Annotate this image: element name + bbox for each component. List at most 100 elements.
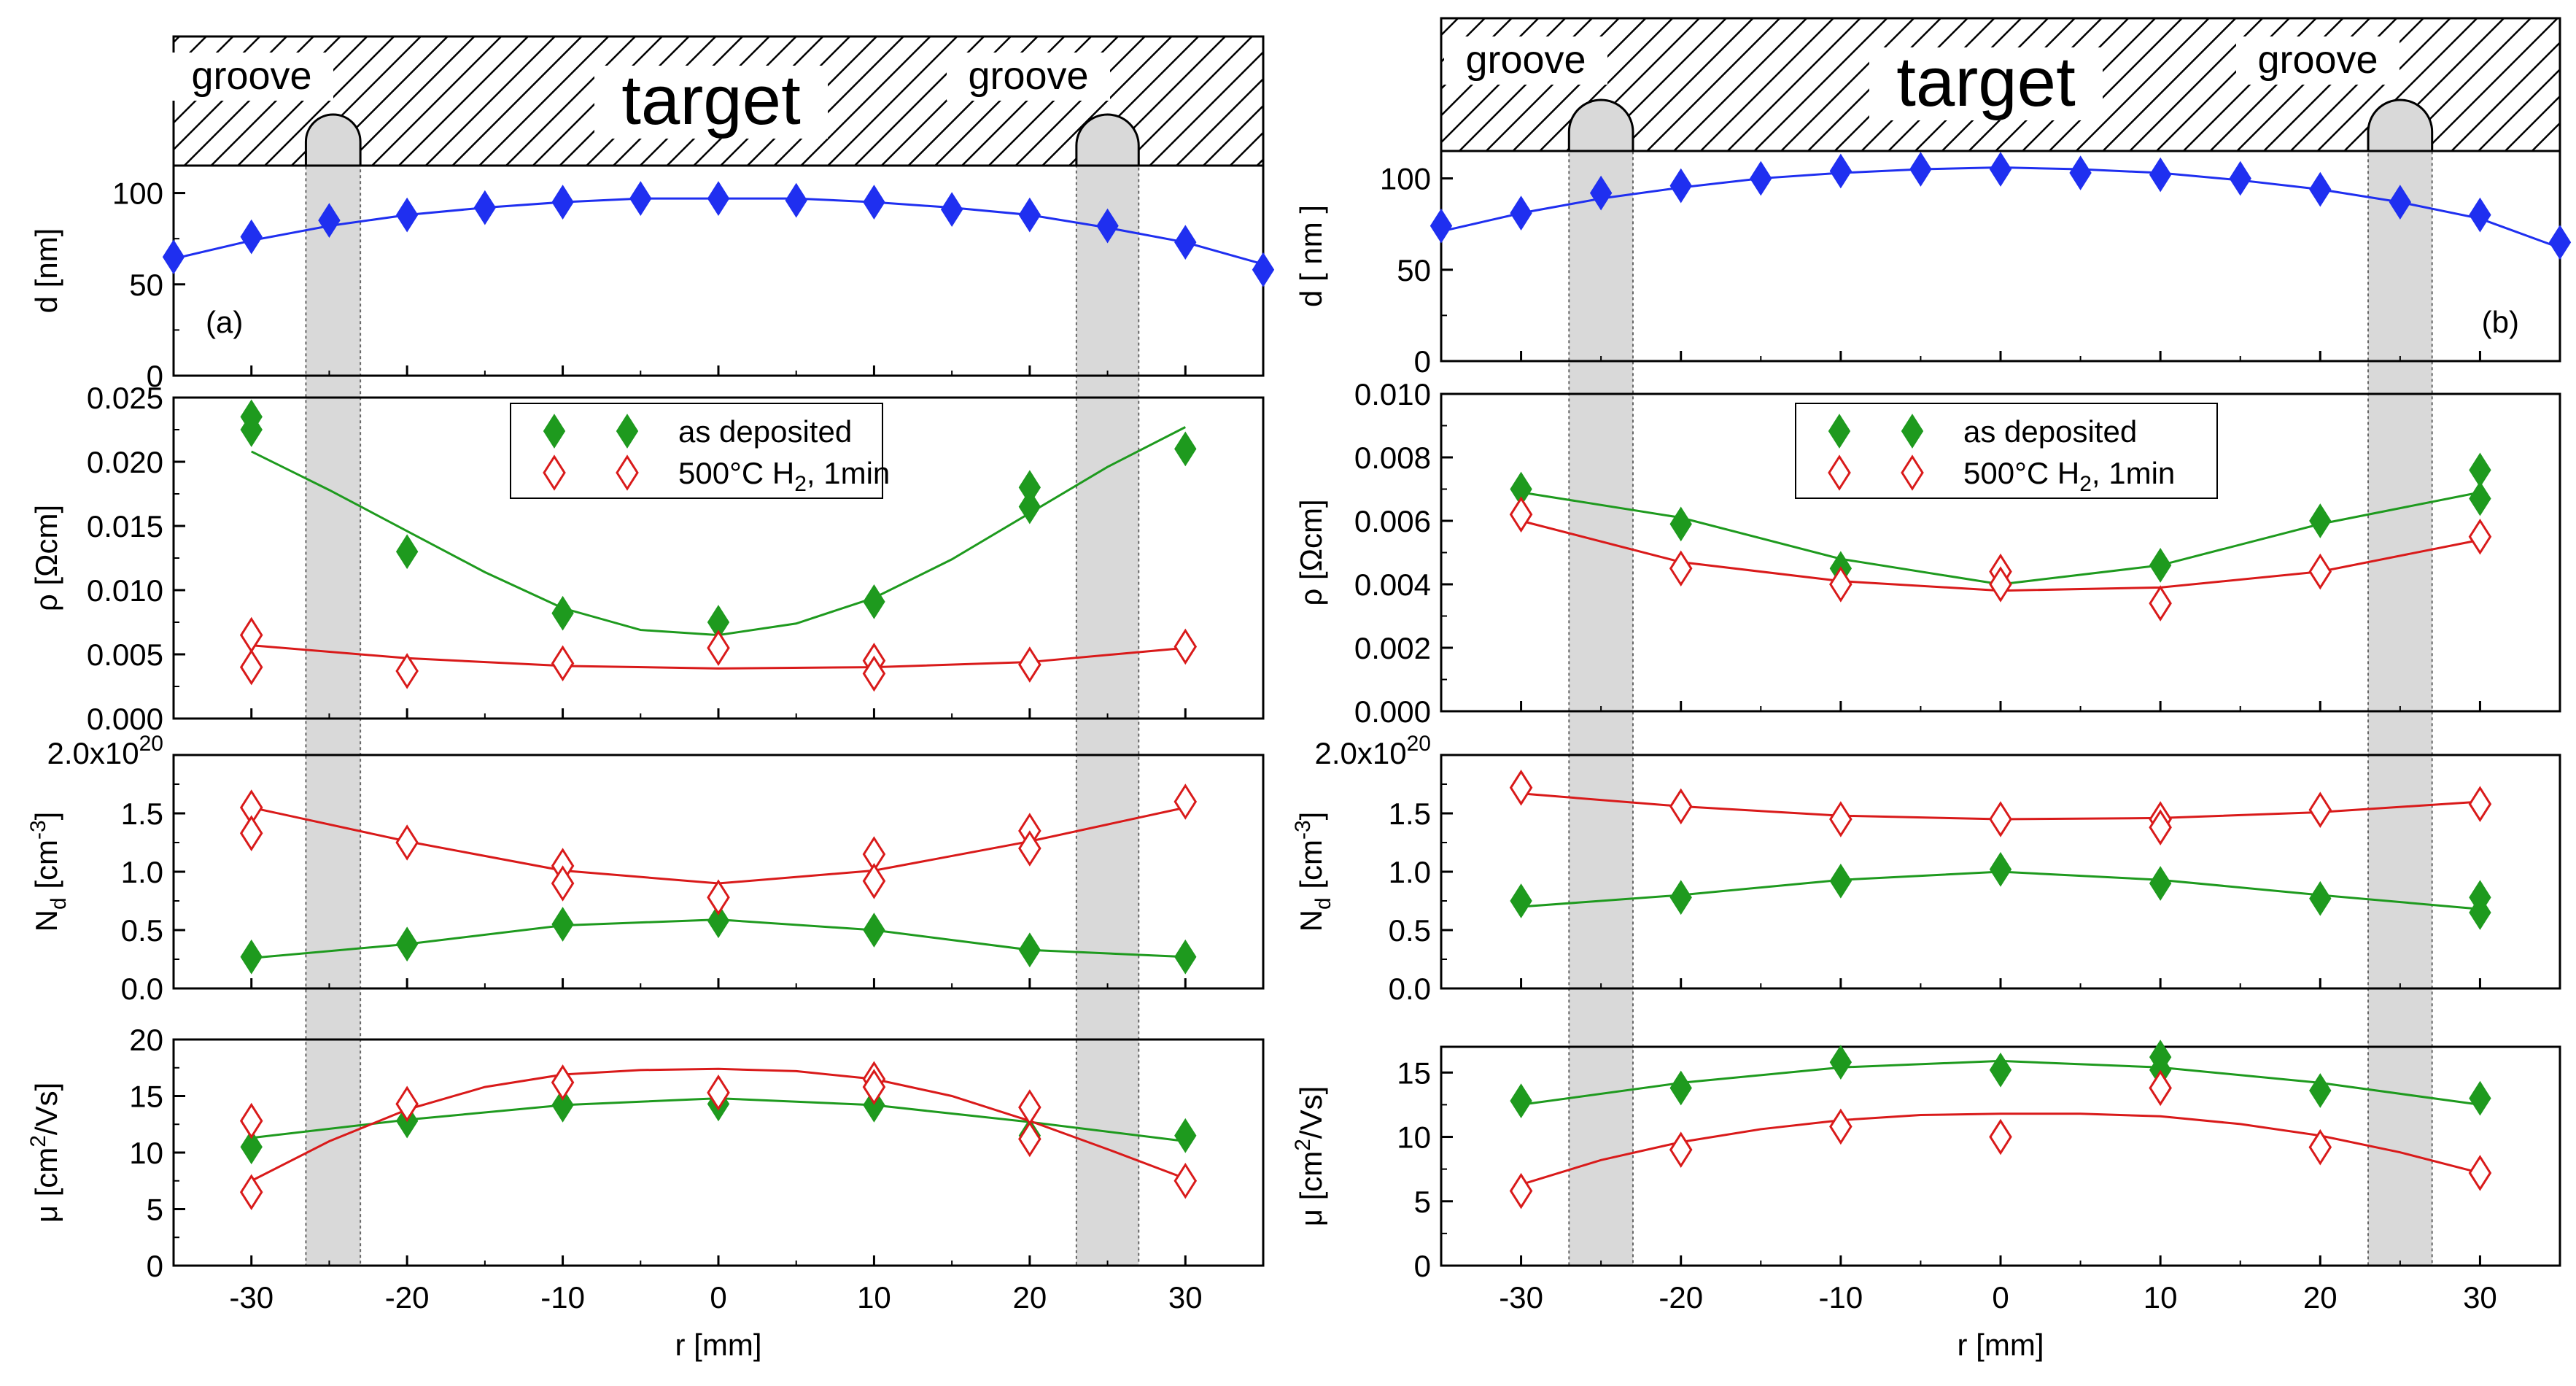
ylabel-rho: ρ [Ωcm] bbox=[29, 505, 63, 611]
data-point-red bbox=[2468, 518, 2492, 555]
data-point-green bbox=[395, 926, 419, 962]
data-point-green bbox=[1669, 1070, 1692, 1106]
data-point-red bbox=[1669, 788, 1693, 825]
data-point-blue bbox=[1174, 225, 1197, 260]
x-tick-label: -30 bbox=[229, 1280, 273, 1315]
y-tick-label: 0.008 bbox=[1354, 441, 1431, 475]
data-point-blue bbox=[2469, 197, 2491, 233]
data-point-blue bbox=[2389, 185, 2412, 220]
data-point-green bbox=[2149, 548, 2172, 583]
legend-annealed-sub: 2 bbox=[2079, 472, 2092, 496]
y-tick-label: 100 bbox=[1380, 162, 1431, 196]
ylabel-n-exp: -3 bbox=[26, 820, 50, 840]
data-point-green bbox=[1669, 506, 1692, 542]
data-point-red bbox=[1509, 770, 1533, 806]
x-tick-label: 30 bbox=[2463, 1280, 2497, 1315]
data-point-red bbox=[1669, 550, 1693, 587]
ylabel-n-main: N bbox=[29, 910, 63, 932]
target-label-bg bbox=[1869, 47, 2103, 120]
data-point-red bbox=[1989, 566, 2012, 603]
data-point-green bbox=[2469, 895, 2491, 930]
data-point-blue bbox=[2229, 160, 2251, 196]
y-tick-label: 10 bbox=[1397, 1120, 1431, 1155]
y-tick-label: 0.005 bbox=[87, 638, 163, 672]
data-point-blue bbox=[1909, 152, 1932, 187]
data-point-red bbox=[1829, 1108, 1853, 1145]
legend-annealed-main: 500°C H bbox=[678, 456, 794, 490]
groove-cap-1 bbox=[1567, 98, 1634, 152]
y-tick-label: 0.002 bbox=[1354, 631, 1431, 665]
data-point-red bbox=[551, 865, 575, 902]
data-point-green bbox=[395, 534, 419, 570]
legend-marker-green bbox=[1901, 414, 1924, 449]
subplot-rho: 0.000 0.005 0.010 0.015 0.020 0.025 ρ [Ωcm] as … bbox=[29, 381, 1265, 736]
data-point-blue bbox=[1018, 197, 1041, 233]
data-point-blue bbox=[1989, 152, 2012, 187]
data-point-red bbox=[1018, 1120, 1041, 1158]
y-tick-label: 50 bbox=[129, 268, 163, 302]
y-tick-label: 0.015 bbox=[87, 509, 163, 543]
data-point-blue bbox=[1252, 252, 1275, 287]
data-point-red bbox=[1173, 1162, 1198, 1199]
legend-annealed-tail: , 1min bbox=[807, 456, 890, 490]
y-tick-label: 0.025 bbox=[87, 381, 163, 415]
y-tick-label: 1.5 bbox=[121, 797, 163, 831]
data-point-blue bbox=[2309, 171, 2332, 207]
data-point-green bbox=[1018, 932, 1041, 968]
x-tick-label: -30 bbox=[1499, 1280, 1543, 1315]
subplot-mu: 0 5 10 15 -30 -20 -10 0 10 20 30 μ [cm2/Vs] bbox=[1291, 1040, 2561, 1315]
data-point-blue bbox=[162, 239, 185, 275]
data-point-blue bbox=[940, 192, 963, 227]
data-point-red bbox=[1173, 628, 1198, 665]
groove-cap-1 bbox=[304, 113, 362, 167]
data-point-blue bbox=[318, 203, 341, 238]
legend-marker-green bbox=[616, 414, 639, 449]
data-point-green bbox=[2309, 1073, 2332, 1108]
ylabel-n-close: ] bbox=[29, 812, 63, 821]
legend-marker-red bbox=[543, 454, 566, 491]
y-tick-label: 0.000 bbox=[1354, 694, 1431, 729]
data-point-green bbox=[2309, 503, 2332, 538]
y-tick-label: 1.0 bbox=[121, 855, 163, 889]
data-point-blue bbox=[1510, 195, 1532, 231]
y-tick-label: 0.5 bbox=[121, 913, 163, 948]
ylabel-n-close: ] bbox=[1294, 812, 1328, 821]
data-point-red bbox=[239, 649, 263, 686]
data-point-red bbox=[1509, 496, 1533, 533]
data-point-blue bbox=[551, 185, 574, 220]
legend-label-annealed: 500°C H2, 1min bbox=[678, 456, 890, 496]
data-point-red bbox=[2149, 585, 2172, 622]
ylabel-rho: ρ [Ωcm] bbox=[1294, 499, 1328, 605]
data-point-red bbox=[239, 1102, 263, 1139]
data-point-blue bbox=[863, 185, 885, 220]
y-tick-label: 10 bbox=[129, 1136, 163, 1170]
data-point-blue bbox=[1589, 175, 1613, 211]
ylabel-mu-exp: 2 bbox=[26, 1135, 50, 1147]
data-point-red bbox=[1018, 830, 1041, 867]
x-tick-label: -10 bbox=[1819, 1280, 1863, 1315]
y-exponent-label: 2.0x1020 bbox=[1315, 732, 1431, 770]
ylabel-mu: μ [cm2/Vs] bbox=[1291, 1086, 1328, 1227]
data-point-red bbox=[395, 1085, 419, 1123]
data-point-green bbox=[2309, 880, 2332, 916]
y-tick-label: 5 bbox=[1414, 1185, 1431, 1219]
data-point-blue bbox=[240, 219, 263, 255]
data-point-green bbox=[1989, 1052, 2012, 1088]
target-label: target bbox=[621, 61, 800, 139]
data-point-red bbox=[395, 653, 419, 689]
ylabel-n-sub: d bbox=[1311, 897, 1335, 910]
data-point-green bbox=[1829, 863, 1853, 899]
y-tick-label: 50 bbox=[1397, 253, 1431, 287]
y-tick-label: 15 bbox=[129, 1080, 163, 1114]
legend-marker-green bbox=[543, 414, 566, 449]
data-point-red bbox=[551, 645, 575, 682]
data-point-red bbox=[1829, 566, 1853, 603]
data-point-red bbox=[2308, 553, 2332, 590]
data-point-blue bbox=[785, 182, 807, 218]
data-point-blue bbox=[2069, 155, 2092, 190]
data-point-blue bbox=[1669, 168, 1692, 204]
data-point-green bbox=[707, 903, 730, 939]
data-point-green bbox=[2469, 481, 2491, 516]
